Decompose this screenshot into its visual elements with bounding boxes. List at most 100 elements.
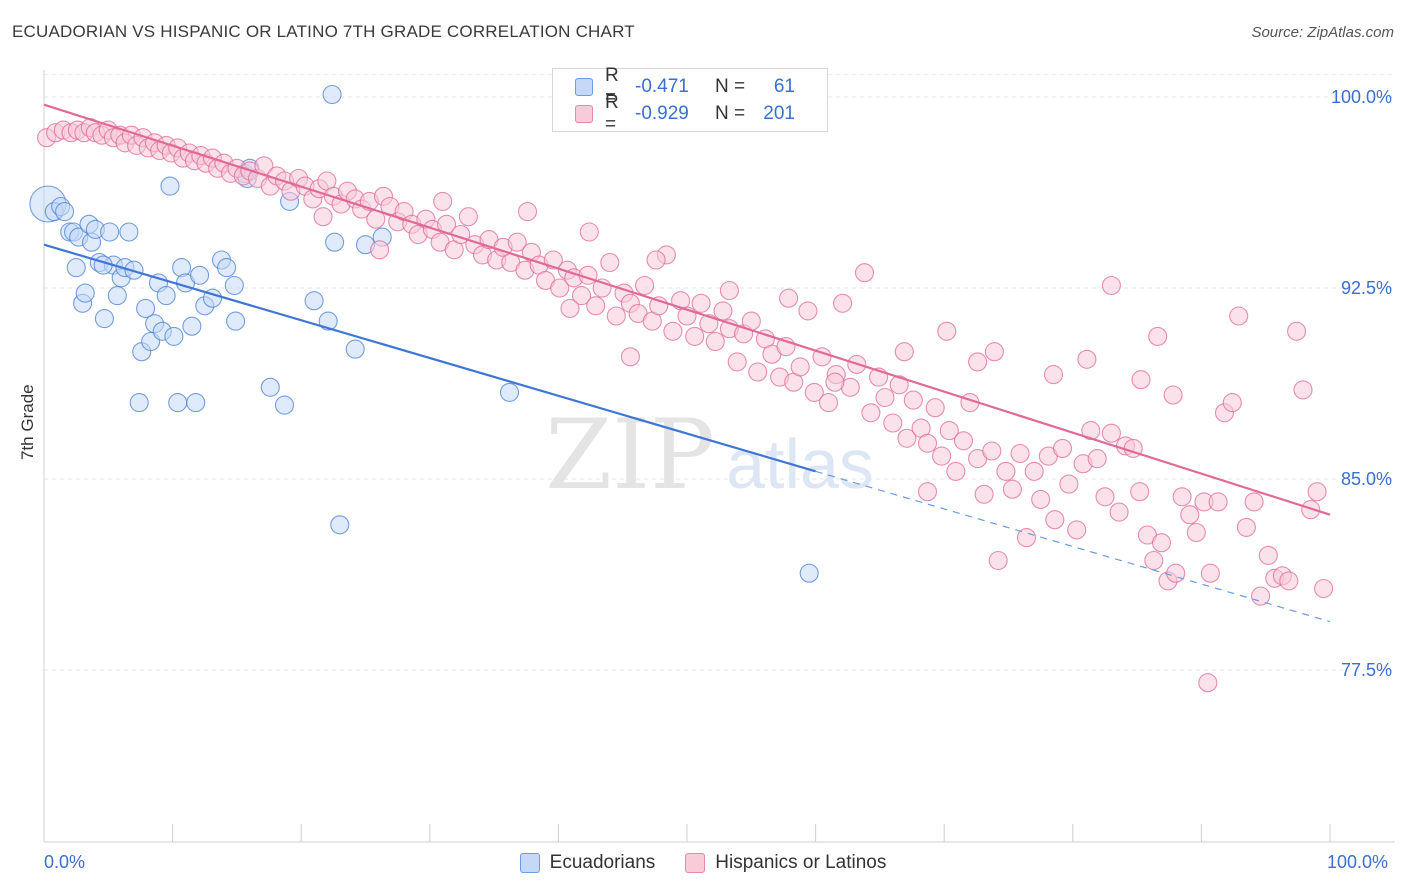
point-hispanic bbox=[1101, 423, 1121, 443]
point-hispanic bbox=[897, 428, 917, 448]
point-hispanic bbox=[1258, 545, 1278, 565]
x-tick-label-100: 100.0% bbox=[1327, 852, 1389, 872]
point-hispanic bbox=[1314, 578, 1334, 599]
point-hispanic bbox=[517, 202, 538, 222]
point-hispanic bbox=[968, 352, 988, 372]
point-hispanic bbox=[1244, 492, 1264, 512]
point-ecuadorian bbox=[345, 339, 365, 359]
point-ecuadorian bbox=[66, 258, 86, 278]
point-ecuadorian bbox=[499, 382, 520, 402]
point-hispanic bbox=[1166, 563, 1186, 583]
point-ecuadorian bbox=[168, 393, 188, 413]
point-hispanic bbox=[1172, 487, 1192, 507]
point-hispanic bbox=[620, 347, 640, 367]
legend-swatch-ecuadorians bbox=[575, 78, 593, 96]
point-ecuadorian bbox=[186, 393, 206, 413]
point-hispanic bbox=[1151, 533, 1172, 553]
point-hispanic bbox=[579, 222, 599, 242]
point-hispanic bbox=[1229, 306, 1249, 326]
legend-label-ecuadorians: Ecuadorians bbox=[549, 852, 656, 873]
point-hispanic bbox=[953, 431, 974, 451]
point-hispanic bbox=[1052, 438, 1073, 458]
point-hispanic bbox=[370, 240, 390, 260]
point-hispanic bbox=[1109, 502, 1129, 522]
point-hispanic bbox=[719, 280, 739, 301]
point-hispanic bbox=[1251, 586, 1271, 606]
point-ecuadorian bbox=[107, 286, 127, 306]
point-hispanic bbox=[1236, 517, 1256, 537]
point-ecuadorian bbox=[55, 202, 75, 222]
point-hispanic bbox=[1095, 487, 1115, 507]
point-hispanic bbox=[1198, 673, 1218, 693]
point-hispanic bbox=[779, 288, 799, 308]
point-ecuadorian bbox=[224, 275, 244, 296]
point-ecuadorian bbox=[100, 222, 120, 242]
point-hispanic bbox=[1186, 522, 1206, 543]
legend-n-label: N = bbox=[715, 76, 746, 97]
legend-n-value: 201 bbox=[763, 103, 795, 124]
watermark: ZIP atlas bbox=[545, 399, 874, 511]
point-hispanic bbox=[586, 296, 606, 316]
point-hispanic bbox=[1222, 393, 1242, 413]
watermark-atlas: atlas bbox=[726, 425, 874, 503]
y-tick-label-92-5: 92.5% bbox=[1340, 278, 1392, 298]
legend-r-label: R = bbox=[605, 65, 619, 108]
point-hispanic bbox=[705, 331, 725, 352]
point-hispanic bbox=[1043, 365, 1064, 385]
point-ecuadorian bbox=[190, 265, 210, 285]
point-hispanic bbox=[1131, 370, 1151, 390]
point-hispanic bbox=[1144, 550, 1164, 571]
point-hispanic bbox=[1081, 421, 1101, 441]
point-hispanic bbox=[433, 191, 453, 211]
point-hispanic bbox=[635, 275, 655, 296]
y-tick-label-85: 85.0% bbox=[1340, 469, 1392, 489]
point-hispanic bbox=[974, 484, 994, 504]
y-axis-label: 7th Grade bbox=[18, 384, 37, 460]
point-hispanic bbox=[1016, 528, 1037, 548]
point-hispanic bbox=[937, 321, 957, 341]
point-ecuadorian bbox=[226, 311, 246, 331]
point-hispanic bbox=[1148, 326, 1168, 346]
point-hispanic bbox=[932, 446, 952, 466]
legend-swatch-hispanics bbox=[575, 105, 593, 123]
series-ecuadorians bbox=[29, 84, 819, 583]
point-hispanic bbox=[713, 301, 733, 321]
point-hispanic bbox=[691, 293, 711, 313]
legend-item-hispanics[interactable]: Hispanics or Latinos bbox=[685, 852, 886, 874]
point-ecuadorian bbox=[182, 316, 202, 336]
point-ecuadorian bbox=[93, 255, 113, 275]
point-hispanic bbox=[1087, 449, 1107, 469]
point-ecuadorian bbox=[75, 283, 95, 303]
point-hispanic bbox=[883, 413, 903, 433]
point-hispanic bbox=[507, 232, 527, 252]
chart-source: Source: ZipAtlas.com bbox=[1251, 24, 1394, 41]
point-ecuadorian bbox=[94, 309, 114, 329]
point-hispanic bbox=[917, 433, 938, 453]
point-hispanic bbox=[313, 207, 333, 227]
point-hispanic bbox=[550, 278, 570, 298]
chart-title: ECUADORIAN VS HISPANIC OR LATINO 7TH GRA… bbox=[12, 22, 635, 41]
point-hispanic bbox=[861, 403, 881, 423]
point-hispanic bbox=[1279, 571, 1299, 591]
point-hispanic bbox=[1002, 479, 1022, 499]
point-hispanic bbox=[646, 250, 666, 270]
point-hispanic bbox=[1101, 275, 1121, 296]
legend-row-ecuadorians: R = -0.471 N = 61 bbox=[575, 65, 795, 108]
point-hispanic bbox=[663, 321, 683, 341]
point-hispanic bbox=[988, 550, 1008, 571]
point-ecuadorian bbox=[799, 563, 819, 583]
y-tick-label-100: 100.0% bbox=[1330, 87, 1392, 107]
point-hispanic bbox=[1180, 505, 1200, 525]
point-hispanic bbox=[1059, 474, 1079, 494]
point-hispanic bbox=[903, 390, 923, 410]
point-ecuadorian bbox=[164, 326, 184, 346]
point-ecuadorian bbox=[260, 377, 280, 397]
point-hispanic bbox=[984, 342, 1004, 362]
point-hispanic bbox=[939, 421, 959, 441]
point-ecuadorian bbox=[318, 311, 338, 331]
point-hispanic bbox=[1024, 461, 1044, 481]
point-hispanic bbox=[946, 461, 966, 481]
legend-n-label: N = bbox=[715, 103, 746, 124]
legend-item-ecuadorians[interactable]: Ecuadorians bbox=[519, 852, 656, 874]
point-hispanic bbox=[685, 326, 705, 346]
